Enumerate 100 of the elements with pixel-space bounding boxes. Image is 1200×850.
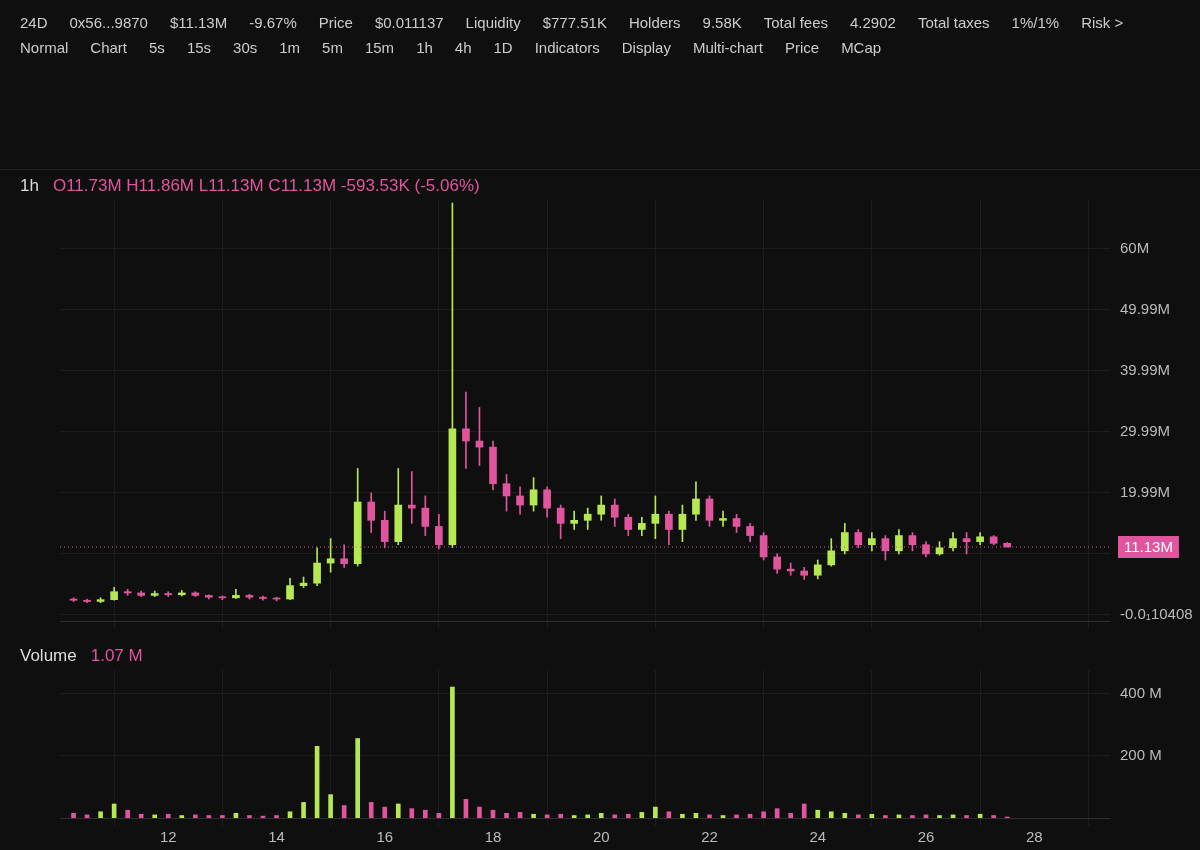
text: $777.51K bbox=[542, 14, 607, 31]
y-tick-label: 49.99M bbox=[1120, 300, 1171, 318]
bar bbox=[680, 813, 685, 818]
text: Risk > bbox=[1081, 14, 1124, 31]
bar bbox=[328, 794, 333, 818]
bar bbox=[98, 811, 103, 818]
bar bbox=[152, 814, 158, 818]
text: 0x56...9870 bbox=[69, 14, 148, 31]
x-tick-label: 18 bbox=[484, 828, 502, 846]
bar bbox=[666, 811, 672, 818]
text: 1.07 M bbox=[90, 646, 143, 666]
text: 15s bbox=[186, 39, 212, 56]
y-tick-label: 19.99M bbox=[1120, 483, 1171, 501]
bar bbox=[423, 809, 428, 818]
bar bbox=[355, 738, 361, 818]
candlestick bbox=[719, 510, 727, 527]
text: Total taxes bbox=[917, 14, 990, 31]
bar bbox=[450, 686, 455, 818]
bar bbox=[71, 813, 76, 818]
bar bbox=[734, 814, 739, 818]
bar bbox=[409, 808, 415, 818]
text: MCap bbox=[841, 39, 882, 56]
x-tick-label: 14 bbox=[268, 828, 285, 846]
ref-line-label: 11.13M bbox=[1124, 538, 1173, 556]
bar bbox=[287, 811, 293, 818]
bar bbox=[571, 815, 577, 818]
text: 9.58K bbox=[702, 14, 742, 31]
bar bbox=[206, 815, 212, 818]
text: Price bbox=[318, 14, 353, 31]
bar bbox=[558, 813, 563, 818]
bar bbox=[477, 806, 482, 818]
bar bbox=[964, 815, 969, 818]
bar bbox=[991, 815, 996, 818]
bar bbox=[598, 813, 604, 818]
candlestick bbox=[205, 594, 213, 600]
bar bbox=[720, 815, 726, 818]
bar bbox=[937, 815, 942, 818]
x-tick-label: 28 bbox=[1025, 828, 1043, 846]
bar bbox=[301, 802, 306, 818]
text: 15m bbox=[364, 39, 395, 56]
bar bbox=[910, 815, 915, 818]
text: O11.73M H11.86M L11.13M C11.13M -593.53K (-5.06%) bbox=[52, 176, 480, 196]
y-tick-label: 400 M bbox=[1120, 683, 1162, 701]
text: $11.13M bbox=[169, 14, 228, 31]
text: Price bbox=[784, 39, 820, 56]
bar bbox=[707, 814, 712, 818]
text: Display bbox=[621, 39, 671, 56]
bar bbox=[274, 815, 279, 818]
bar bbox=[531, 813, 536, 818]
bar bbox=[761, 811, 766, 818]
text: 24D bbox=[20, 14, 48, 31]
bar bbox=[856, 814, 861, 818]
text: 1h bbox=[416, 39, 433, 56]
bar bbox=[653, 806, 658, 818]
chart-title: 1h bbox=[20, 176, 39, 196]
text: Multi-chart bbox=[692, 39, 763, 56]
bar bbox=[395, 803, 401, 818]
text: 5s bbox=[149, 39, 165, 56]
bar bbox=[883, 815, 888, 818]
x-tick-label: 20 bbox=[592, 828, 610, 846]
text: 4.2902 bbox=[850, 14, 896, 31]
bar bbox=[504, 813, 509, 818]
y-tick-label: 60M bbox=[1120, 238, 1150, 256]
text: 30s bbox=[233, 39, 258, 56]
x-tick-label: 26 bbox=[917, 828, 935, 846]
y-tick-label: -0.0₁10408 bbox=[1120, 605, 1193, 623]
y-tick-label: 29.99M bbox=[1120, 422, 1171, 440]
text: 1%/1% bbox=[1011, 14, 1060, 31]
chart-title: Volume bbox=[20, 646, 77, 666]
text: -9.67% bbox=[249, 14, 297, 31]
text: Normal bbox=[20, 39, 69, 56]
bar bbox=[247, 815, 252, 818]
bar bbox=[179, 815, 185, 818]
text: 1m bbox=[279, 39, 301, 56]
candlestick bbox=[150, 590, 159, 597]
bar bbox=[192, 814, 198, 818]
bar bbox=[625, 813, 631, 818]
bar bbox=[165, 813, 171, 818]
bar bbox=[801, 803, 807, 818]
text: Holders bbox=[628, 14, 681, 31]
bar bbox=[382, 806, 388, 818]
x-tick-label: 12 bbox=[159, 828, 177, 846]
bar bbox=[585, 814, 591, 818]
bar bbox=[125, 809, 130, 818]
bar bbox=[788, 813, 793, 818]
bar bbox=[220, 815, 225, 818]
text: $0.011137 bbox=[374, 14, 444, 31]
y-tick-label: 200 M bbox=[1120, 745, 1162, 763]
text: Liquidity bbox=[465, 14, 521, 31]
x-tick-label: 16 bbox=[376, 828, 394, 846]
text: Indicators bbox=[534, 39, 600, 56]
bar bbox=[828, 811, 834, 818]
y-tick-label: 39.99M bbox=[1120, 361, 1171, 379]
text: Chart bbox=[90, 39, 128, 56]
bar bbox=[138, 813, 144, 818]
text: 4h bbox=[454, 39, 472, 56]
x-tick-label: 24 bbox=[809, 828, 827, 846]
bar bbox=[368, 802, 374, 818]
text: Total fees bbox=[763, 14, 828, 31]
x-tick-label: 22 bbox=[701, 828, 718, 846]
